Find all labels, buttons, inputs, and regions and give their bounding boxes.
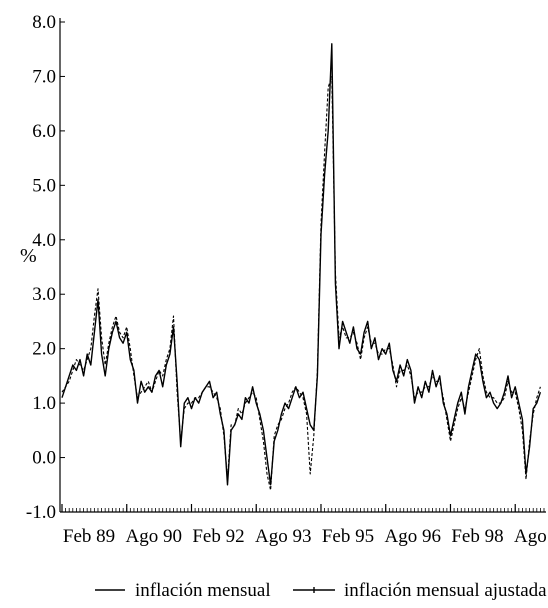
series-inflacion-mensual-ajustada (61, 75, 541, 491)
y-axis: 8.0 7.0 6.0 5.0 4.0 3.0 2.0 1.0 0.0 -1.0 (26, 12, 65, 523)
legend-label-inflacion-mensual-ajustada: inflación mensual ajustada (344, 580, 547, 601)
y-tick-label: 3.0 (32, 284, 56, 305)
y-tick-label: 8.0 (32, 12, 56, 33)
legend: inflación mensual inflación mensual ajust… (95, 580, 547, 601)
x-tick-label: Feb 92 (192, 526, 244, 547)
y-tick-label: 4.0 (32, 230, 56, 251)
x-axis: Feb 89 Ago 90 Feb 92 Ago 93 Feb 95 Ago 96 Feb … (61, 504, 548, 547)
y-tick-label: 0.0 (32, 448, 56, 469)
y-tick-label: -1.0 (26, 502, 56, 523)
x-tick-label: Feb 95 (322, 526, 374, 547)
x-tick-label: Feb 89 (63, 526, 115, 547)
y-tick-label: 7.0 (32, 66, 56, 87)
x-tick-label: Feb 98 (451, 526, 503, 547)
plot-frame (59, 18, 546, 513)
y-tick-label: 2.0 (32, 339, 56, 360)
series-lines (61, 43, 542, 491)
x-tick-label: Ago 93 (255, 526, 311, 547)
series-inflacion-mensual (61, 43, 542, 486)
y-tick-label: 5.0 (32, 175, 56, 196)
y-tick-label: 6.0 (32, 121, 56, 142)
y-tick-label: 1.0 (32, 393, 56, 414)
x-tick-label: Ago 90 (126, 526, 182, 547)
legend-label-inflacion-mensual: inflación mensual (135, 580, 271, 601)
x-tick-label: Ago 96 (384, 526, 440, 547)
y-axis-label: % (20, 245, 37, 267)
x-tick-label: Ago 99 (514, 526, 548, 547)
